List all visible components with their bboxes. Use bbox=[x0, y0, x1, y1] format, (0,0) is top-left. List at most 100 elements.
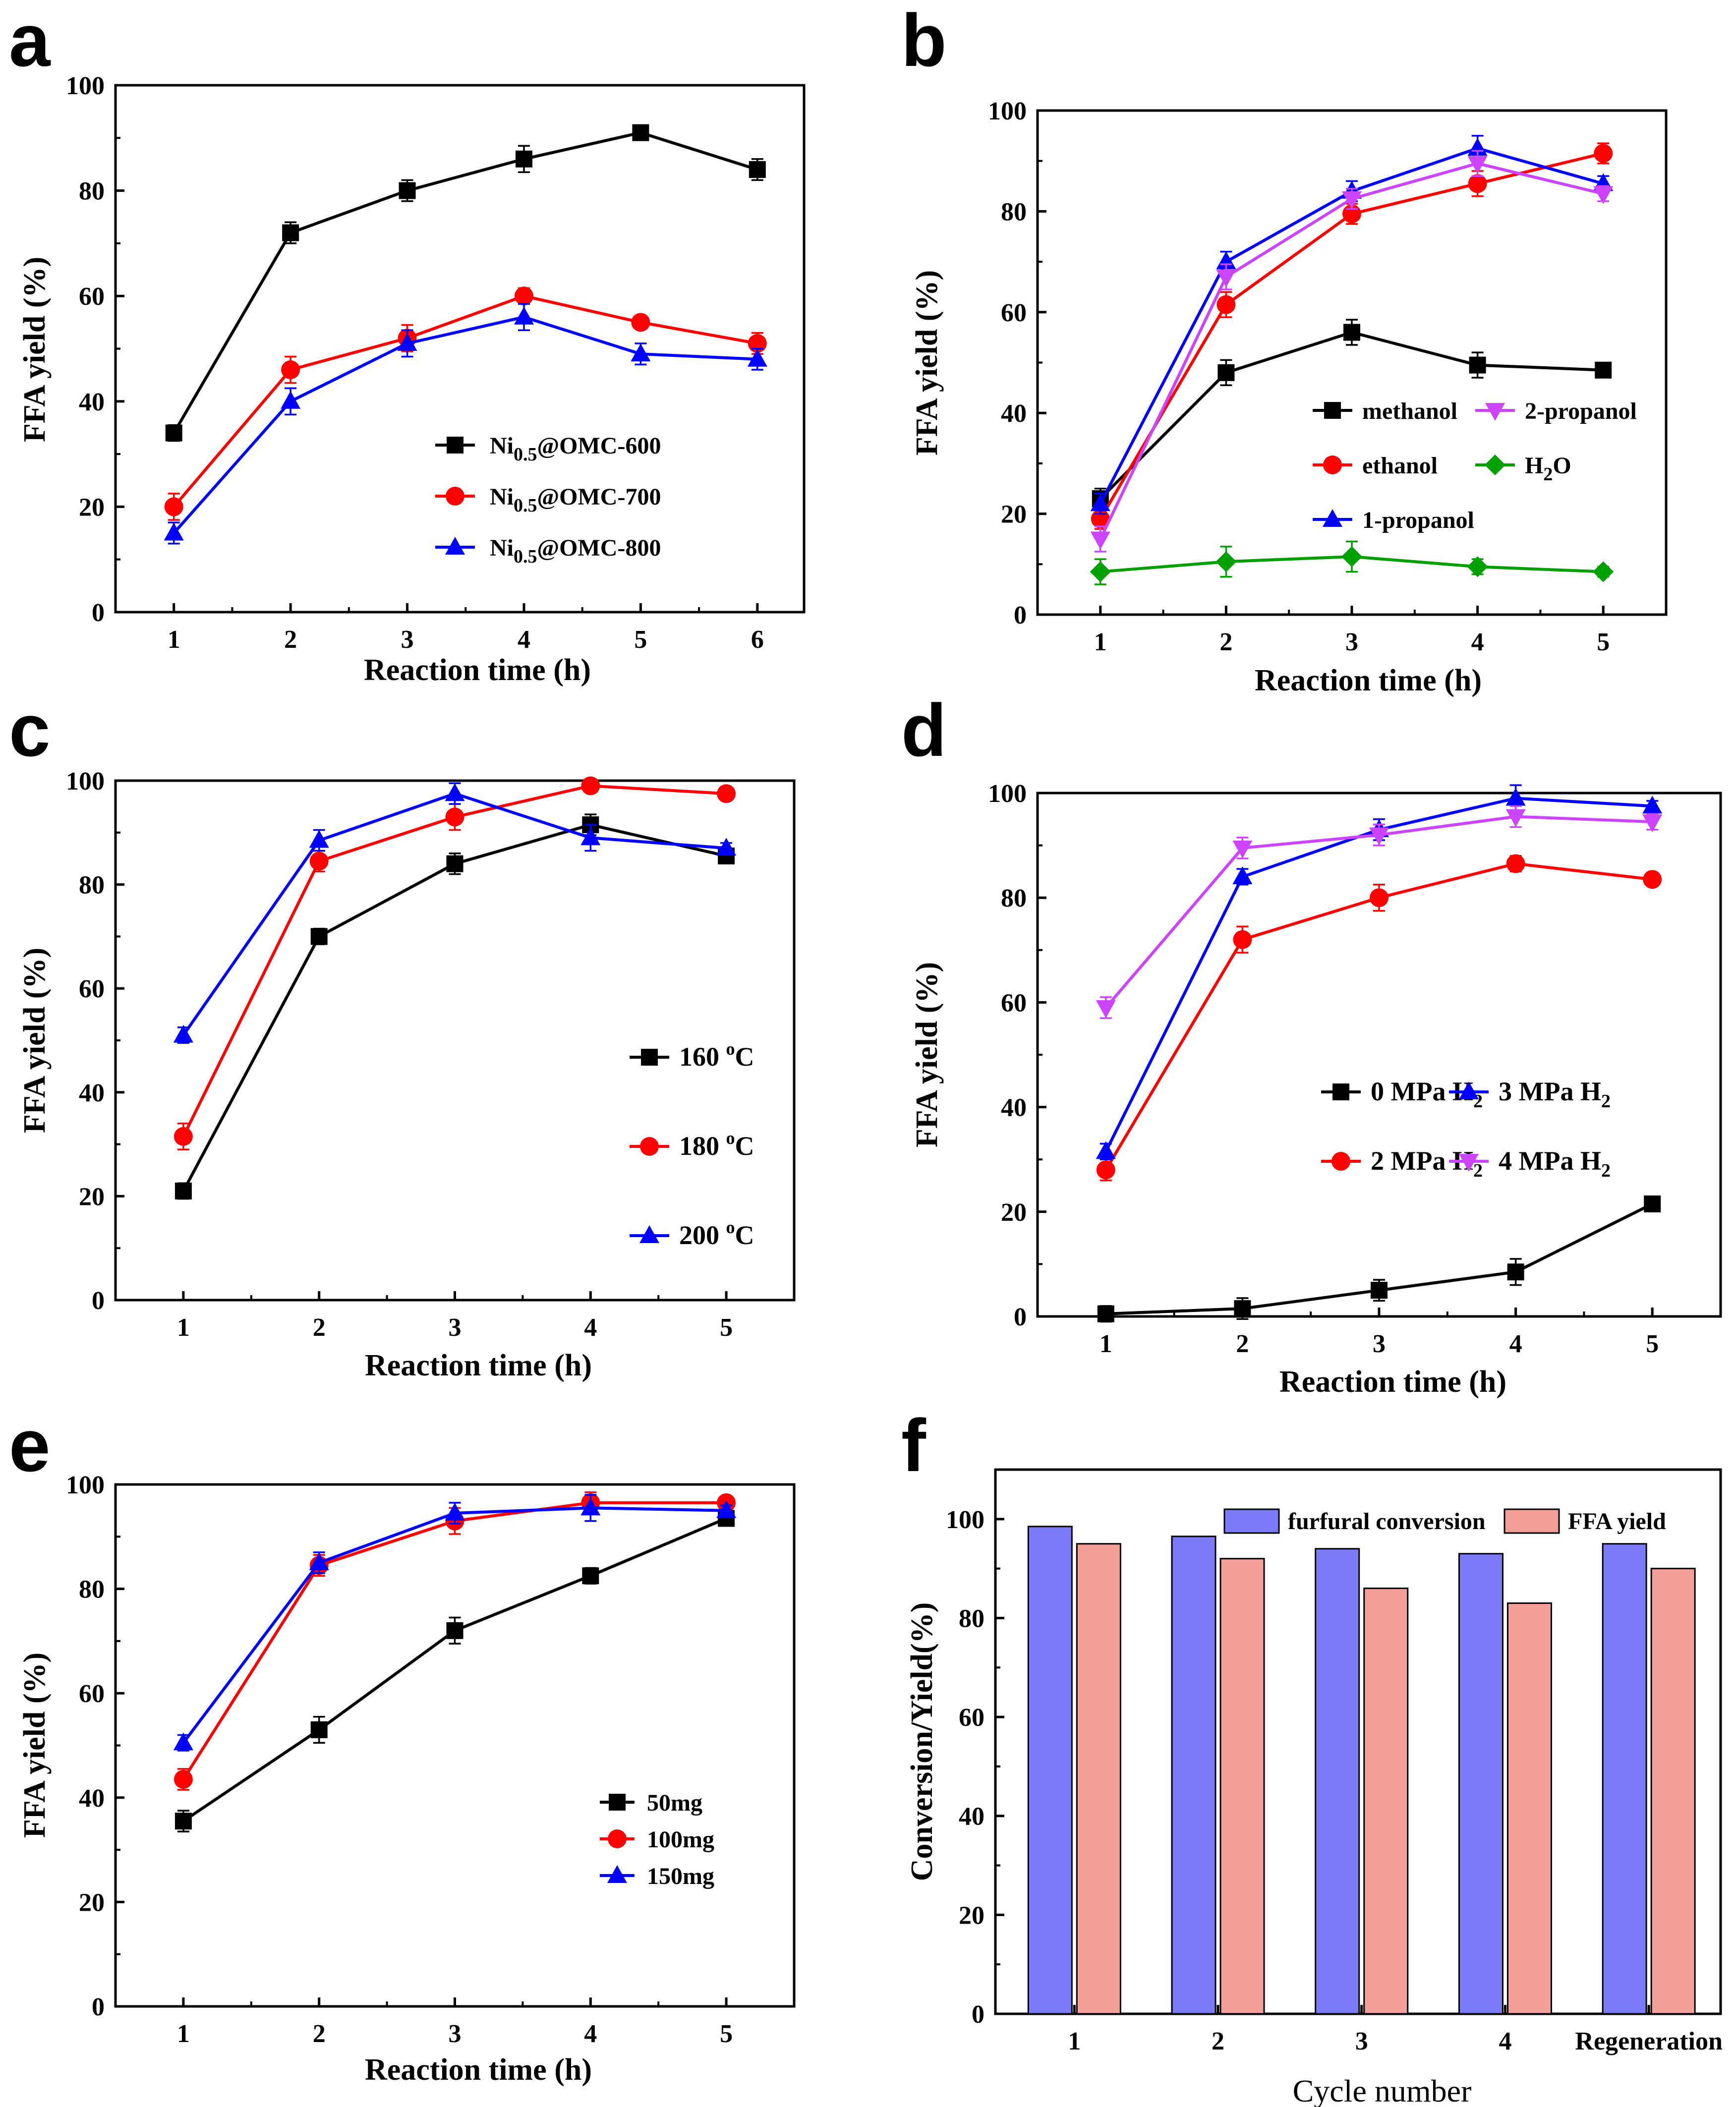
y-tick-label: 60 bbox=[79, 1680, 105, 1708]
bar-furfural-conversion bbox=[1027, 1526, 1073, 2015]
data-point bbox=[1467, 156, 1488, 174]
y-tick-label: 20 bbox=[959, 1901, 984, 1930]
legend-label-main: Ni bbox=[490, 433, 514, 459]
data-point bbox=[1096, 1160, 1115, 1180]
panel-letter: f bbox=[901, 1404, 926, 1487]
x-tick-label: 5 bbox=[720, 2020, 733, 2048]
legend-label-main: 150mg bbox=[647, 1863, 714, 1889]
series-2-mpa-h2 bbox=[1096, 854, 1662, 1182]
data-point bbox=[1643, 870, 1662, 889]
y-tick-label: 20 bbox=[1001, 1198, 1027, 1227]
data-point bbox=[514, 286, 533, 306]
x-axis-label: Reaction time (h) bbox=[364, 653, 591, 687]
data-point bbox=[310, 1721, 328, 1738]
chart-panel-e: e 0 20 40 60 80 100 FFA yield (%) Reaction time … bbox=[9, 1404, 796, 2087]
x-tick-label: 4 bbox=[1499, 2027, 1511, 2055]
bar-furfural-conversion bbox=[1171, 1536, 1216, 2015]
x-tick-label: 3 bbox=[1373, 1330, 1386, 1358]
x-axis-label: Reaction time (h) bbox=[365, 1349, 592, 1382]
legend-label-sub: 0.5 bbox=[514, 546, 537, 567]
series-2-propanol bbox=[1090, 150, 1614, 553]
data-point bbox=[514, 306, 534, 325]
data-point bbox=[1090, 561, 1111, 582]
data-point bbox=[1097, 1305, 1114, 1322]
x-tick-label: 1 bbox=[1094, 628, 1107, 656]
data-point bbox=[446, 855, 463, 872]
y-tick-label: 80 bbox=[79, 1576, 105, 1604]
legend-label: Ni0.5@OMC-600 bbox=[490, 433, 661, 465]
legend-label: H2O bbox=[1525, 453, 1571, 485]
x-tick-label: 4 bbox=[584, 1313, 597, 1342]
data-point bbox=[1096, 1000, 1116, 1018]
legend-label: 160 oC bbox=[679, 1039, 754, 1072]
x-tick-label: 3 bbox=[401, 626, 414, 654]
y-tick-label: 40 bbox=[79, 1784, 105, 1813]
legend-label: 200 oC bbox=[679, 1217, 754, 1250]
series-4-mpa-h2 bbox=[1096, 805, 1663, 1019]
legend-marker bbox=[446, 487, 464, 506]
bar-ffa-yield bbox=[1076, 1543, 1121, 2015]
legend-marker bbox=[1459, 1082, 1479, 1099]
y-tick-label: 60 bbox=[959, 1704, 984, 1732]
legend-label: FFA yield bbox=[1568, 1508, 1666, 1535]
legend-marker bbox=[1485, 455, 1505, 475]
bar-furfural-conversion bbox=[1458, 1553, 1504, 2015]
legend-label-main: H bbox=[1525, 453, 1543, 479]
data-point bbox=[580, 1497, 601, 1516]
data-point bbox=[1343, 324, 1360, 341]
legend-label-main: 100mg bbox=[647, 1826, 714, 1853]
y-tick-label: 40 bbox=[79, 388, 105, 416]
data-point bbox=[1096, 1141, 1116, 1159]
legend-label-rest: C bbox=[735, 1042, 754, 1072]
series-180-c bbox=[174, 776, 736, 1150]
bar-furfural-conversion bbox=[1602, 1543, 1647, 2015]
y-tick-label: 100 bbox=[988, 97, 1027, 125]
legend-swatch bbox=[1504, 1508, 1560, 1534]
series-200-c bbox=[173, 782, 737, 1044]
y-tick-label: 60 bbox=[1001, 989, 1027, 1017]
x-tick-label: 2 bbox=[1219, 628, 1232, 656]
legend-label-main: ethanol bbox=[1362, 453, 1438, 479]
legend-label: 150mg bbox=[647, 1863, 714, 1889]
series-line bbox=[173, 131, 758, 434]
data-point bbox=[716, 838, 737, 856]
data-point bbox=[1593, 561, 1614, 582]
legend-label-sup: o bbox=[726, 1128, 735, 1148]
panel-letter: d bbox=[901, 688, 947, 772]
x-tick-label: 3 bbox=[449, 1313, 462, 1342]
legend-label-main: Ni bbox=[490, 535, 514, 561]
data-point bbox=[445, 807, 464, 827]
data-point bbox=[1234, 1300, 1251, 1317]
data-point bbox=[281, 391, 301, 409]
x-tick-label: Regeneration bbox=[1575, 2027, 1723, 2055]
data-point bbox=[1594, 144, 1613, 163]
x-tick-label: 5 bbox=[634, 626, 647, 654]
legend-label-sup: o bbox=[726, 1039, 735, 1059]
series-ni0-5-omc-600 bbox=[165, 124, 766, 442]
data-point bbox=[1232, 840, 1253, 858]
legend-label: Ni0.5@OMC-800 bbox=[490, 535, 661, 567]
data-point bbox=[1644, 1195, 1661, 1212]
legend-label-main: Ni bbox=[490, 484, 514, 510]
y-tick-label: 100 bbox=[66, 767, 105, 796]
data-point bbox=[310, 928, 328, 945]
panel-letter: c bbox=[9, 688, 50, 772]
y-tick-label: 20 bbox=[79, 1183, 105, 1211]
legend-label: 3 MPa H2 bbox=[1499, 1077, 1611, 1112]
y-axis-label: FFA yield (%) bbox=[18, 1652, 52, 1838]
series-150mg bbox=[173, 1494, 737, 1752]
x-tick-label: 6 bbox=[751, 626, 764, 654]
data-point bbox=[174, 1182, 192, 1199]
data-point bbox=[1506, 854, 1525, 873]
data-point bbox=[281, 360, 300, 380]
legend-label-sub: 2 bbox=[1601, 1160, 1611, 1181]
data-point bbox=[1507, 1263, 1524, 1281]
x-tick-label: 1 bbox=[177, 1313, 190, 1342]
legend-swatch bbox=[1223, 1508, 1280, 1534]
data-point bbox=[1642, 814, 1663, 833]
legend-marker bbox=[1323, 456, 1342, 474]
legend-marker bbox=[1331, 1152, 1350, 1171]
legend-label-sub: 0.5 bbox=[514, 444, 537, 465]
data-point bbox=[1469, 356, 1486, 374]
legend-label-sub: 2 bbox=[1601, 1091, 1611, 1112]
